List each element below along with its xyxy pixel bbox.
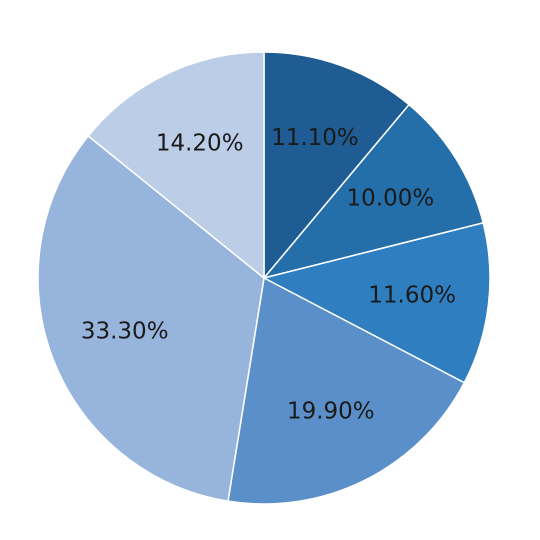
pie-slice-1 <box>263 51 411 281</box>
pie-slice-label-3: 11.60% <box>368 283 456 309</box>
pie-slice-label-6: 14.20% <box>156 130 244 156</box>
pie-slice-3 <box>261 221 491 384</box>
pie-slice-4 <box>227 276 466 505</box>
pie-slice-label-1: 11.10% <box>271 125 359 151</box>
pie-slices <box>37 51 491 505</box>
pie-slice-label-2: 10.00% <box>347 186 435 212</box>
pie-slice-label-4: 19.90% <box>287 398 375 424</box>
pie-slice-2 <box>261 103 485 280</box>
pie-labels: 11.10% 10.00% 11.60% 19.90% 33.30% 14.20% <box>81 125 456 425</box>
pie-slice-6 <box>87 51 265 280</box>
pie-slice-5 <box>37 134 265 502</box>
pie-slice-label-5: 33.30% <box>81 318 169 344</box>
